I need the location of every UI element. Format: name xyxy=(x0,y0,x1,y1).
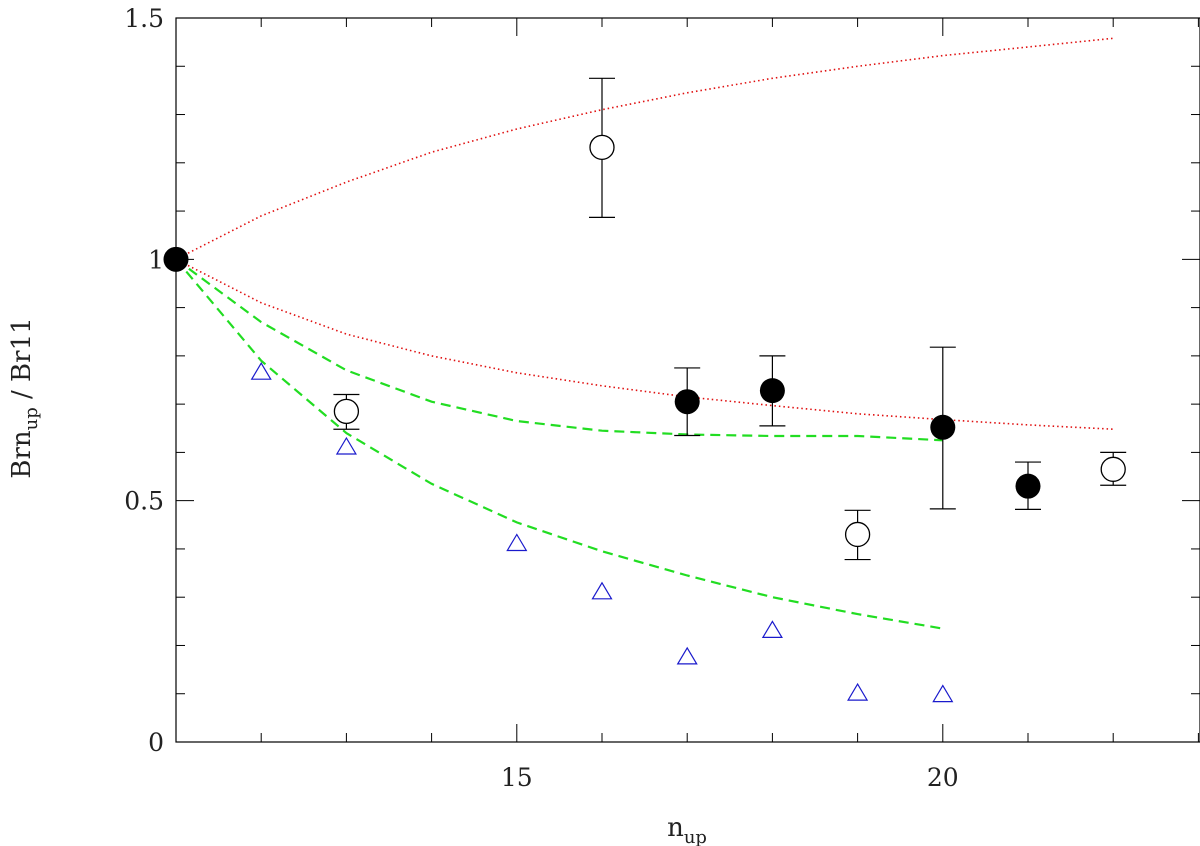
dotted-model-curve-1 xyxy=(175,37,1114,261)
x-axis-label-sub: up xyxy=(684,827,707,846)
triangle-point xyxy=(250,362,272,380)
triangle-point xyxy=(335,436,357,455)
y-tick-label: 0.5 xyxy=(124,487,164,516)
y-axis-label: Brnup / Br11 xyxy=(7,317,42,478)
open-circle-point xyxy=(589,134,615,161)
data-points-group xyxy=(163,77,1127,703)
triangle-point xyxy=(591,581,613,600)
y-axis-label-suffix: / Br11 xyxy=(7,317,37,407)
filled-circle-point xyxy=(674,389,700,415)
model-curves-group xyxy=(175,37,1114,630)
filled-circle-point xyxy=(759,378,785,404)
x-tick-label: 20 xyxy=(927,763,959,792)
triangle-point xyxy=(761,620,783,639)
filled-circle-point xyxy=(930,414,956,440)
open-circle-point xyxy=(1100,456,1126,482)
triangle-point xyxy=(506,533,528,552)
y-axis-label-main: Brn xyxy=(7,430,37,479)
dashed-model-curve-4 xyxy=(175,258,943,630)
tick-labels-group: 15 20 0 0.5 1 1.5 xyxy=(124,4,958,792)
y-tick-label: 1.5 xyxy=(124,4,164,33)
y-tick-label: 0 xyxy=(148,728,164,757)
triangle-point xyxy=(932,684,954,703)
y-axis-label-sub: up xyxy=(21,407,42,430)
axis-frame-group xyxy=(175,17,1200,743)
plot-frame xyxy=(175,17,1200,743)
y-tick-label: 1 xyxy=(148,245,164,274)
dashed-model-curve-3 xyxy=(175,258,943,442)
filled-circle-point xyxy=(1015,473,1041,499)
open-circle-point xyxy=(333,398,360,425)
triangle-point xyxy=(676,646,698,665)
x-tick-label: 15 xyxy=(501,763,533,792)
x-axis-label-main: n xyxy=(667,813,684,843)
filled-circle-point xyxy=(163,246,189,272)
open-circle-point xyxy=(844,521,871,548)
dotted-model-curve-2 xyxy=(175,258,1114,430)
x-axis-label: nup xyxy=(667,813,707,846)
triangle-point xyxy=(847,682,869,701)
